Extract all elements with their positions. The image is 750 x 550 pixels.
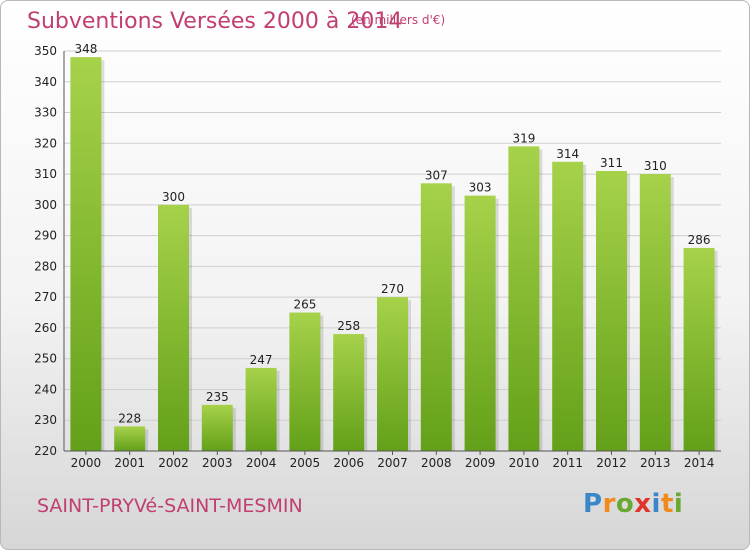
bar-2007 — [377, 297, 408, 451]
x-tick-label: 2004 — [246, 456, 277, 470]
data-label: 310 — [644, 159, 667, 173]
x-tick-label: 2005 — [290, 456, 321, 470]
x-tick-label: 2002 — [158, 456, 189, 470]
data-label: 311 — [600, 156, 623, 170]
data-label: 247 — [250, 353, 273, 367]
place-name: SAINT-PRYVé-SAINT-MESMIN — [37, 495, 303, 517]
y-tick-label: 230 — [34, 413, 57, 427]
axes — [63, 51, 721, 455]
bar-2011 — [552, 161, 584, 451]
x-tick-label: 2008 — [421, 456, 452, 470]
bar-2002 — [158, 204, 189, 451]
logo-letter: P — [583, 489, 603, 519]
chart-subtitle: (en milliers d'€) — [351, 13, 446, 27]
bar-2014 — [683, 247, 715, 451]
bar-2004 — [245, 367, 277, 451]
data-label: 300 — [162, 190, 185, 204]
data-label: 286 — [688, 233, 711, 247]
data-label: 270 — [381, 282, 404, 296]
labels-group: 220 230 240 250 260 270 280 290 300 310 320 330 340 3… — [34, 42, 714, 470]
x-tick-label: 2013 — [640, 456, 671, 470]
data-label: 303 — [469, 181, 492, 195]
data-label: 348 — [74, 42, 97, 56]
data-label: 307 — [425, 168, 448, 182]
data-label: 265 — [293, 298, 316, 312]
x-tick-label: 2010 — [509, 456, 540, 470]
bar-2003 — [201, 404, 233, 451]
data-label: 235 — [206, 390, 229, 404]
x-tick-label: 2006 — [333, 456, 364, 470]
x-tick-label: 2007 — [377, 456, 408, 470]
y-tick-label: 350 — [34, 44, 57, 58]
y-tick-label: 240 — [34, 382, 57, 396]
y-tick-label: 340 — [34, 75, 57, 89]
x-tick-label: 2014 — [684, 456, 715, 470]
x-tick-label: 2001 — [114, 456, 145, 470]
logo-letter: r — [602, 489, 616, 519]
data-label: 228 — [118, 411, 141, 425]
bar-2000 — [70, 57, 102, 452]
y-tick-label: 280 — [34, 259, 57, 273]
logo-letter: t — [660, 489, 674, 519]
logo-letter: i — [673, 489, 684, 519]
logo-letter: x — [634, 489, 652, 519]
bar-2012 — [596, 171, 627, 451]
x-tick-label: 2009 — [465, 456, 496, 470]
y-tick-label: 310 — [34, 167, 57, 181]
y-tick-label: 220 — [34, 444, 57, 458]
x-tick-label: 2011 — [552, 456, 583, 470]
x-tick-label: 2012 — [596, 456, 627, 470]
bar-2005 — [289, 312, 321, 451]
data-label: 314 — [556, 147, 579, 161]
logo-letter: i — [651, 489, 661, 519]
x-tick-label: 2003 — [202, 456, 233, 470]
x-tick-label: 2000 — [71, 456, 102, 470]
bar-2008 — [420, 183, 452, 452]
bars-group — [70, 57, 718, 452]
bar-2009 — [464, 195, 496, 451]
y-tick-label: 250 — [34, 352, 57, 366]
y-tick-label: 270 — [34, 290, 57, 304]
y-tick-label: 290 — [34, 229, 57, 243]
y-tick-label: 320 — [34, 136, 57, 150]
proxiti-logo[interactable]: Proxiti — [583, 489, 683, 519]
bar-2001 — [114, 426, 146, 451]
bar-2013 — [639, 174, 671, 452]
data-label: 319 — [512, 131, 535, 145]
logo-letter: o — [615, 489, 635, 519]
y-tick-label: 300 — [34, 198, 57, 212]
y-tick-label: 330 — [34, 106, 57, 120]
chart-title: Subventions Versées 2000 à 2014 — [27, 9, 403, 34]
data-label: 258 — [337, 319, 360, 333]
bar-2006 — [333, 334, 365, 451]
bar-2010 — [508, 146, 540, 451]
y-tick-label: 260 — [34, 321, 57, 335]
